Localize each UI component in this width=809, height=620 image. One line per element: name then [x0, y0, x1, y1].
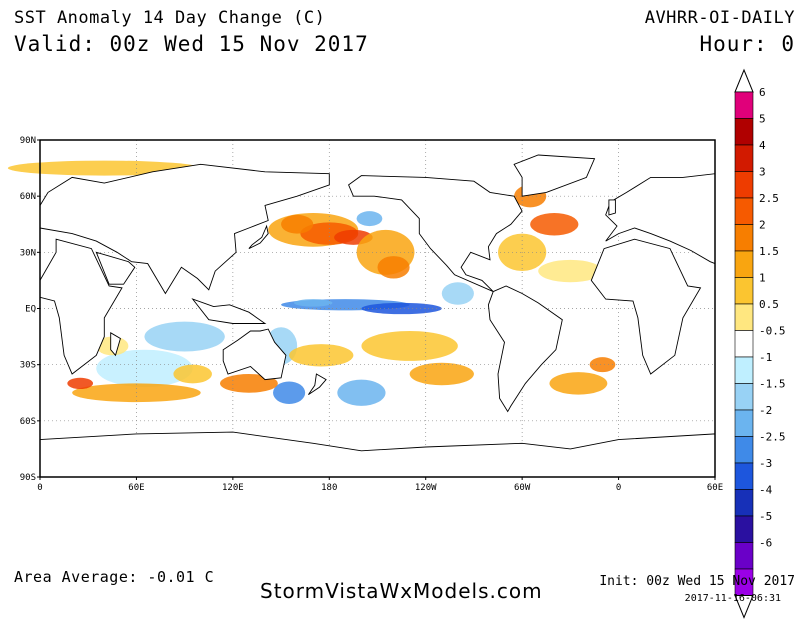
colorbar-top-arrow — [734, 68, 754, 93]
anomaly-patch — [377, 256, 410, 279]
eurasia-landmass — [39, 163, 330, 295]
colorbar-label: -2.5 — [759, 431, 786, 444]
colorbar-label: 6 — [759, 86, 766, 99]
lat-label: 60N — [20, 192, 36, 202]
colorbar-swatch — [734, 144, 754, 172]
product-name: AVHRR-OI-DAILY — [644, 8, 795, 28]
colorbar-swatch — [734, 118, 754, 146]
colorbar-swatch — [734, 250, 754, 278]
colorbar-boxes — [734, 68, 754, 619]
anomaly-patch — [173, 364, 212, 384]
anomaly-patch — [549, 372, 608, 395]
lon-label: 60W — [514, 483, 531, 493]
colorbar-swatch — [734, 171, 754, 199]
anomaly-patch — [361, 302, 442, 315]
greenland-landmass — [513, 154, 596, 197]
anomaly-patch — [67, 377, 94, 390]
lat-label: 90S — [20, 473, 36, 483]
colorbar-swatch — [734, 277, 754, 305]
anomaly-patch — [441, 282, 474, 305]
anomaly-patch — [589, 357, 616, 373]
anomaly-patch — [96, 349, 193, 388]
anomaly-patch — [293, 299, 333, 307]
colorbar-label: 5 — [759, 113, 766, 126]
anomaly-patch — [289, 344, 354, 367]
anomaly-patch — [281, 214, 314, 234]
colorbar-swatch — [734, 462, 754, 490]
colorbar-bottom-arrow — [734, 595, 754, 619]
africa-wrap-landmass — [590, 238, 702, 375]
latitude-labels: 90N 60N 30N EQ 30S 60S 90S — [20, 136, 40, 483]
colorbar-swatch — [734, 330, 754, 358]
colorbar-label: 0.5 — [759, 298, 779, 311]
colorbar-label: 1 — [759, 272, 766, 285]
anomaly-patch — [356, 211, 383, 227]
colorbar-label: -0.5 — [759, 325, 786, 338]
colorbar-swatch — [734, 303, 754, 331]
valid-time: Valid: 00z Wed 15 Nov 2017 — [14, 32, 369, 56]
lon-label: 180 — [321, 483, 337, 493]
colorbar-swatch — [734, 197, 754, 225]
anomaly-patch — [337, 379, 386, 406]
colorbar-label: -5 — [759, 510, 772, 523]
colorbar-labels: 6 5 4 3 2.5 2 1.5 1 0.5 -0.5 -1 -1.5 -2 -2.5 -3 -4 -5 -6 — [759, 86, 786, 550]
lat-label: 60S — [20, 417, 36, 427]
colorbar-label: 2.5 — [759, 192, 779, 205]
australia-landmass — [222, 328, 287, 381]
south-america-landmass — [487, 285, 563, 413]
madagascar-landmass — [110, 332, 121, 357]
colorbar-label: -6 — [759, 537, 772, 550]
generated-timestamp: 2017-11-16-06:31 — [684, 593, 781, 604]
forecast-hour: Hour: 0 — [699, 32, 795, 56]
colorbar-label: -3 — [759, 457, 772, 470]
colorbar-swatch — [734, 515, 754, 543]
colorbar-swatch — [734, 409, 754, 437]
colorbar-label: 1.5 — [759, 245, 779, 258]
indonesia-landmass — [191, 298, 267, 324]
lat-label: 30N — [20, 248, 36, 258]
colorbar-label: 2 — [759, 219, 766, 232]
lon-label: 120E — [222, 483, 244, 493]
anomaly-patch — [361, 330, 458, 361]
colorbar-label: 4 — [759, 139, 766, 152]
init-time: Init: 00z Wed 15 Nov 2017 — [599, 574, 795, 589]
colorbar-label: 3 — [759, 166, 766, 179]
anomaly-field — [7, 158, 616, 406]
lon-label: 60E — [707, 483, 723, 493]
anomaly-patch — [530, 213, 579, 236]
anomaly-patch — [273, 381, 306, 404]
area-average: Area Average: -0.01 C — [14, 568, 215, 586]
lon-label: 0 — [616, 483, 621, 493]
lon-label: 60E — [128, 483, 144, 493]
lat-label: 90N — [20, 136, 36, 146]
nz-landmass — [308, 373, 327, 395]
anomaly-patch — [144, 321, 225, 352]
lat-label: 30S — [20, 361, 36, 371]
colorbar-swatch — [734, 436, 754, 464]
colorbar-swatch — [734, 542, 754, 570]
uk-landmass — [608, 199, 616, 216]
lon-label: 120W — [415, 483, 437, 493]
colorbar-swatch — [734, 91, 754, 119]
north-america-landmass — [348, 175, 523, 293]
longitude-labels: 0 60E 120E 180 120W 60W 0 60E — [37, 477, 723, 493]
coastlines — [39, 154, 716, 478]
arabia-landmass — [95, 251, 136, 285]
lon-label: 0 — [37, 483, 42, 493]
japan-landmass — [248, 224, 269, 250]
colorbar-swatch — [734, 224, 754, 252]
site-credit: StormVistaWxModels.com — [260, 579, 543, 603]
colorbar-label: -1 — [759, 351, 772, 364]
anomaly-patch — [538, 259, 603, 283]
colorbar-swatch — [734, 356, 754, 384]
lat-label: EQ — [25, 305, 36, 315]
colorbar-label: -1.5 — [759, 378, 786, 391]
colorbar-swatch — [734, 383, 754, 411]
colorbar-swatch — [734, 489, 754, 517]
colorbar-label: -2 — [759, 404, 772, 417]
chart-title: SST Anomaly 14 Day Change (C) — [14, 8, 326, 28]
colorbar-label: -4 — [759, 484, 773, 497]
